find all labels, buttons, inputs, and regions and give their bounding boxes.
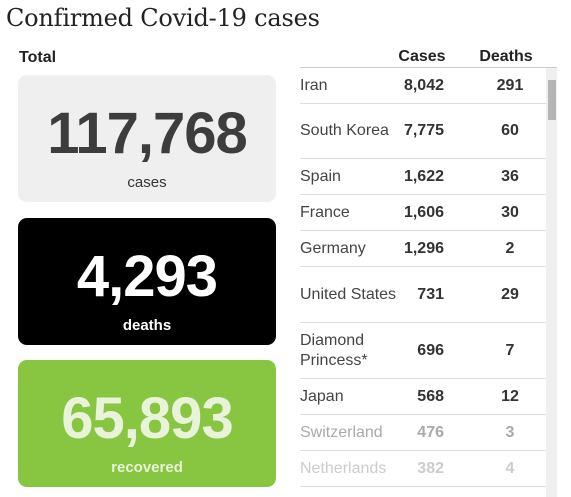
total-cases-card: 117,768 cases [18,75,276,202]
total-deaths-label: deaths [122,317,172,334]
total-cases-value: 117,768 [47,101,247,166]
country-deaths: 30 [501,203,519,221]
table-row: Switzerland 476 3 [300,415,546,451]
table-row: Spain 1,622 36 [300,159,546,195]
country-name: Switzerland [300,423,383,441]
country-cases: 1,606 [403,203,444,221]
country-cases: 1,296 [403,239,444,257]
country-name: Iran [300,76,328,94]
country-cases: 696 [417,341,444,359]
table-scrollbar[interactable] [546,68,557,497]
table-row: United States 731 29 [300,267,546,323]
total-cases-label: cases [127,174,167,191]
country-deaths: 36 [501,167,519,185]
country-cases: 382 [417,459,444,477]
table-row: France 1,606 30 [300,195,546,231]
country-name: Spain [300,167,341,185]
table-row: South Korea 7,775 60 [300,104,546,159]
table-row: Netherlands 382 4 [300,451,546,487]
country-name: Japan [300,387,344,405]
country-cases: 1,622 [403,167,444,185]
country-cases: 568 [417,387,444,405]
table-row: Diamond Princess* 696 7 [300,323,546,379]
country-deaths: 7 [505,341,515,359]
country-name: South Korea [300,122,389,139]
country-name: Germany [300,239,366,257]
country-cases: 8,042 [403,76,444,94]
scrollbar-thumb[interactable] [548,80,556,120]
country-deaths: 29 [501,285,519,303]
country-deaths: 291 [496,76,524,94]
total-recovered-card: 65,893 recovered [18,360,276,487]
country-name: France [300,203,350,221]
country-cases: 476 [417,423,444,441]
country-name: Netherlands [300,459,387,477]
table-row: Iran 8,042 291 [300,68,546,104]
column-header-deaths: Deaths [479,48,533,65]
total-deaths-value: 4,293 [76,244,218,309]
table-row: Japan 568 12 [300,379,546,415]
header-divider [300,67,557,68]
country-deaths: 60 [501,122,519,139]
column-header-cases: Cases [398,48,446,65]
total-recovered-label: recovered [111,459,183,476]
country-name: United States [300,285,397,303]
country-deaths: 4 [505,459,515,477]
country-deaths: 12 [501,387,519,405]
country-name: Diamond Princess* [300,331,368,369]
page-title: Confirmed Covid-19 cases [6,4,320,32]
country-cases: 7,775 [403,122,444,139]
total-label: Total [19,49,57,66]
country-table[interactable]: Iran 8,042 291 South Korea 7,775 60 Spai… [300,68,546,497]
country-deaths: 2 [505,239,515,257]
total-recovered-value: 65,893 [61,386,233,451]
total-deaths-card: 4,293 deaths [18,218,276,345]
table-row: Germany 1,296 2 [300,231,546,267]
country-cases: 731 [417,285,444,303]
country-deaths: 3 [505,423,515,441]
